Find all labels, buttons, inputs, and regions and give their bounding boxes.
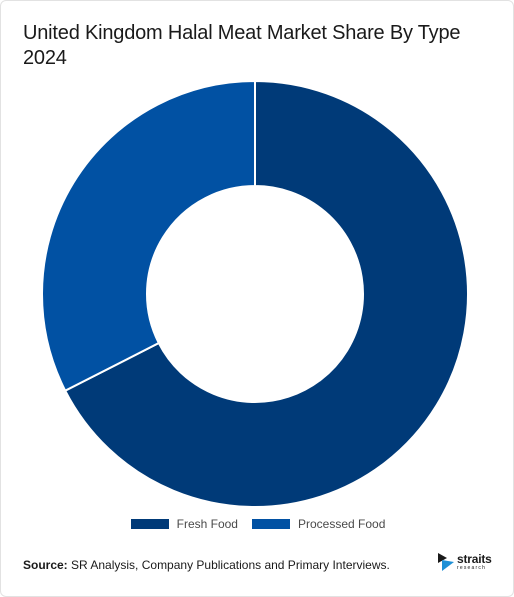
legend-swatch-processed-food xyxy=(251,519,290,529)
donut-chart xyxy=(41,79,469,508)
straits-logo: straits research xyxy=(438,553,492,571)
legend-label-processed-food: Processed Food xyxy=(297,517,386,531)
legend-label-fresh-food: Fresh Food xyxy=(176,517,238,531)
legend-item-fresh-food[interactable]: Fresh Food xyxy=(130,517,238,531)
donut-slice-fresh-food[interactable] xyxy=(63,79,469,508)
source-text: SR Analysis, Company Publications and Pr… xyxy=(71,558,390,572)
source-label: Source: xyxy=(23,558,68,572)
chart-title: United Kingdom Halal Meat Market Share B… xyxy=(23,22,461,69)
source-note: Source: SR Analysis, Company Publication… xyxy=(23,558,390,572)
donut-slice-processed-food[interactable] xyxy=(41,79,256,393)
legend-item-processed-food[interactable]: Processed Food xyxy=(251,517,386,531)
straits-logo-icon xyxy=(438,553,454,571)
logo-name: straits xyxy=(457,552,492,566)
logo-subtitle: research xyxy=(457,565,487,571)
legend-swatch-fresh-food xyxy=(130,519,169,529)
chart-legend: Fresh Food Processed Food xyxy=(1,517,514,531)
